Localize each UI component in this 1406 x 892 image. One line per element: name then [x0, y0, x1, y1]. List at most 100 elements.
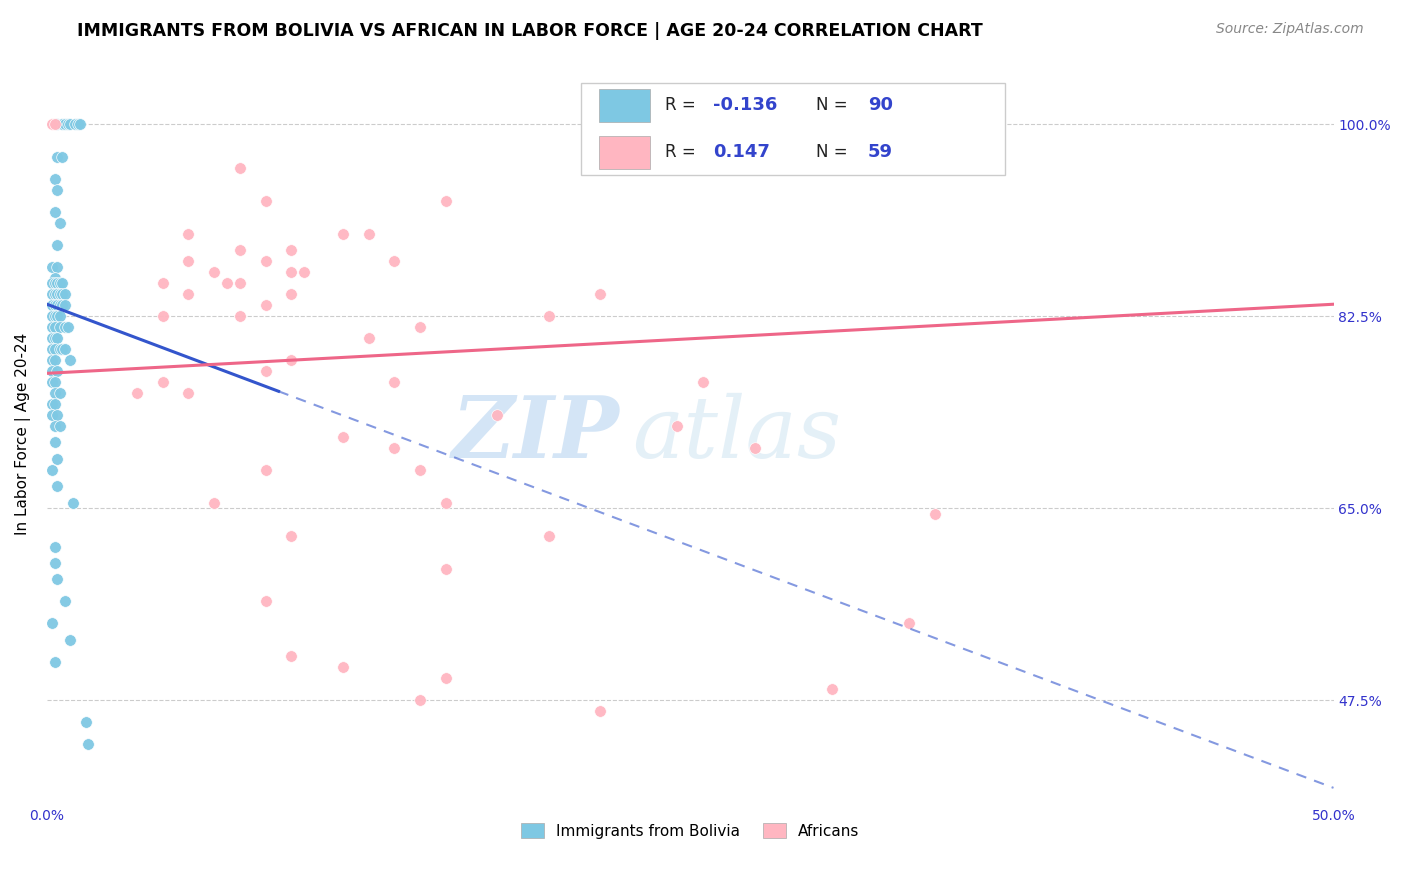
Point — [46, 573, 69, 587]
Point — [53, 287, 76, 301]
Point — [59, 632, 82, 647]
Point — [41, 342, 63, 356]
Point — [44, 655, 66, 669]
Point — [44, 435, 66, 450]
Point — [51, 298, 73, 312]
Point — [62, 496, 84, 510]
Point — [434, 194, 457, 208]
Point — [56, 320, 79, 334]
Point — [254, 298, 277, 312]
Point — [75, 714, 97, 729]
Point — [41, 616, 63, 631]
Point — [666, 419, 689, 434]
Point — [49, 419, 72, 434]
Point — [59, 353, 82, 368]
Point — [152, 375, 174, 389]
Point — [434, 496, 457, 510]
Text: 59: 59 — [868, 144, 893, 161]
Legend: Immigrants from Bolivia, Africans: Immigrants from Bolivia, Africans — [515, 816, 866, 845]
Point — [434, 671, 457, 685]
Point — [44, 117, 66, 131]
Point — [409, 320, 432, 334]
Point — [41, 287, 63, 301]
Point — [44, 205, 66, 219]
Point — [51, 287, 73, 301]
Point — [254, 594, 277, 608]
Point — [152, 277, 174, 291]
Point — [49, 386, 72, 401]
Point — [821, 682, 844, 697]
Point — [41, 277, 63, 291]
Point — [589, 704, 612, 718]
Point — [49, 216, 72, 230]
Point — [280, 265, 302, 279]
Point — [66, 117, 89, 131]
Point — [46, 287, 69, 301]
Point — [44, 310, 66, 324]
Point — [44, 556, 66, 570]
Point — [46, 298, 69, 312]
Point — [41, 117, 63, 131]
Point — [202, 265, 225, 279]
Point — [152, 310, 174, 324]
Point — [44, 342, 66, 356]
Point — [49, 310, 72, 324]
Point — [49, 277, 72, 291]
Point — [46, 451, 69, 466]
Point — [49, 320, 72, 334]
Point — [254, 364, 277, 378]
Point — [44, 419, 66, 434]
Point — [51, 117, 73, 131]
Point — [77, 737, 100, 751]
Point — [41, 331, 63, 345]
Point — [41, 408, 63, 422]
Point — [382, 441, 405, 455]
Point — [41, 298, 63, 312]
Point — [49, 298, 72, 312]
Point — [41, 375, 63, 389]
Point — [53, 298, 76, 312]
Point — [53, 117, 76, 131]
Text: N =: N = — [817, 96, 853, 114]
Point — [280, 287, 302, 301]
Point — [434, 561, 457, 575]
Point — [988, 117, 1011, 131]
Point — [49, 287, 72, 301]
Point — [44, 386, 66, 401]
Text: atlas: atlas — [633, 392, 841, 475]
Text: 90: 90 — [868, 96, 893, 114]
Point — [280, 649, 302, 664]
Point — [217, 277, 239, 291]
Point — [46, 117, 69, 131]
Point — [229, 310, 252, 324]
Point — [46, 331, 69, 345]
Point — [46, 260, 69, 274]
Point — [202, 496, 225, 510]
Point — [254, 194, 277, 208]
FancyBboxPatch shape — [599, 89, 651, 121]
Point — [41, 463, 63, 477]
Point — [924, 507, 946, 521]
Point — [53, 342, 76, 356]
Point — [44, 375, 66, 389]
FancyBboxPatch shape — [599, 136, 651, 169]
Point — [254, 254, 277, 268]
Point — [51, 277, 73, 291]
Point — [44, 172, 66, 186]
Point — [229, 277, 252, 291]
Y-axis label: In Labor Force | Age 20-24: In Labor Force | Age 20-24 — [15, 333, 31, 535]
Point — [177, 254, 200, 268]
Point — [46, 479, 69, 493]
Point — [537, 528, 560, 542]
Point — [357, 227, 380, 241]
Point — [332, 430, 354, 444]
Point — [280, 353, 302, 368]
Text: N =: N = — [817, 144, 853, 161]
Point — [897, 616, 920, 631]
Point — [51, 150, 73, 164]
Point — [46, 277, 69, 291]
Text: Source: ZipAtlas.com: Source: ZipAtlas.com — [1216, 22, 1364, 37]
Point — [41, 364, 63, 378]
Point — [51, 342, 73, 356]
Text: ZIP: ZIP — [451, 392, 620, 476]
